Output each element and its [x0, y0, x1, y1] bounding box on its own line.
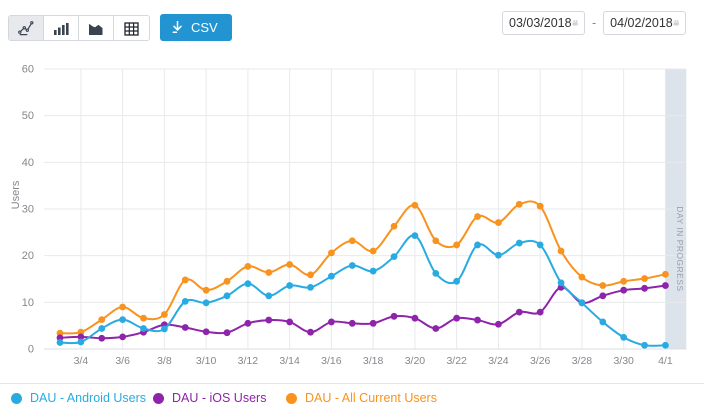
svg-text:40: 40 [22, 157, 34, 169]
svg-text:4/1: 4/1 [658, 355, 673, 367]
svg-text:3/6: 3/6 [115, 355, 130, 367]
svg-text:3/14: 3/14 [279, 355, 300, 367]
svg-text:0: 0 [28, 344, 34, 356]
svg-text:30: 30 [22, 204, 34, 216]
svg-text:3/24: 3/24 [488, 355, 509, 367]
svg-text:3/26: 3/26 [530, 355, 551, 367]
svg-text:3/16: 3/16 [321, 355, 342, 367]
svg-text:3/8: 3/8 [157, 355, 172, 367]
svg-text:50: 50 [22, 110, 34, 122]
svg-text:20: 20 [22, 250, 34, 262]
svg-text:3/20: 3/20 [405, 355, 426, 367]
svg-text:3/10: 3/10 [196, 355, 217, 367]
svg-text:DAY IN PROGRESS: DAY IN PROGRESS [675, 206, 685, 291]
svg-text:3/18: 3/18 [363, 355, 384, 367]
svg-text:3/22: 3/22 [446, 355, 467, 367]
svg-text:60: 60 [22, 64, 34, 76]
svg-text:3/30: 3/30 [613, 355, 634, 367]
svg-text:10: 10 [22, 297, 34, 309]
svg-text:3/12: 3/12 [238, 355, 259, 367]
svg-text:3/4: 3/4 [74, 355, 89, 367]
svg-text:3/28: 3/28 [572, 355, 593, 367]
